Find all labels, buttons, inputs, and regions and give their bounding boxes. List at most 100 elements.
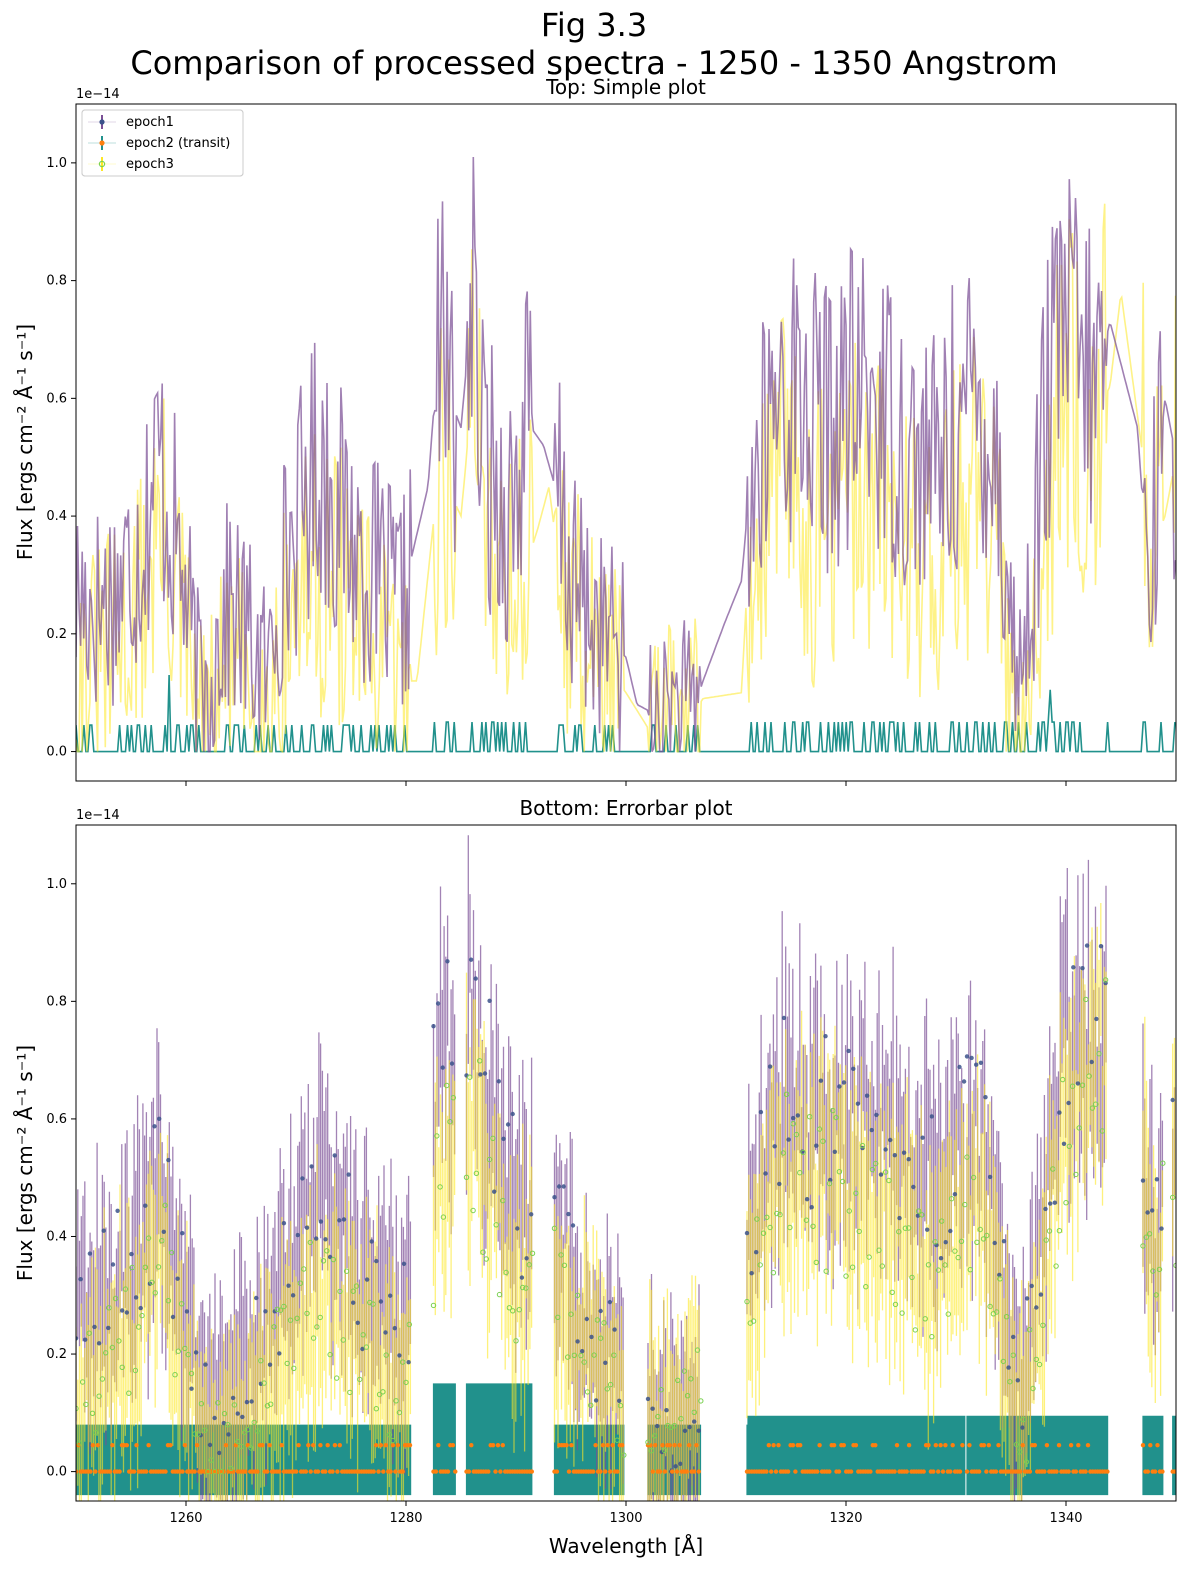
bottom-series-epoch1-markers-point-192: [1075, 1081, 1081, 1086]
bottom-series-epoch2-markers-point-18: [117, 1469, 122, 1474]
bottom-series-epoch1-markers-point-97: [570, 1223, 576, 1228]
bottom-series-epoch2-markers-point-200: [608, 1469, 613, 1474]
bottom-series-epoch3-markers-point-52: [244, 1427, 251, 1433]
bottom-series-epoch1-markers-point-96: [566, 1211, 571, 1217]
bottom-series-epoch2-markers-point-222: [684, 1469, 689, 1474]
bottom-series-epoch3-markers-point-285: [1160, 1160, 1166, 1166]
bottom-series-epoch3-markers-point-275: [1093, 1101, 1099, 1107]
top-series-epoch1-line: [76, 156, 1176, 753]
bottom-series-epoch2-markers-point-306: [933, 1443, 938, 1448]
bottom-y-offset-label: 1e−14: [76, 808, 120, 823]
bottom-series-epoch1-markers-point-165: [952, 1192, 958, 1197]
bottom-series-epoch3-markers-point-37: [195, 1431, 201, 1437]
bottom-series-epoch1-markers-point-125: [767, 1064, 773, 1069]
bottom-series-epoch3-markers-point-252: [1017, 1449, 1023, 1455]
bottom-series-epoch3-markers-point-66: [291, 1365, 297, 1372]
bottom-series-epoch1-markers-point-131: [795, 1113, 800, 1118]
bottom-series-epoch2-markers-point-151: [469, 1443, 474, 1448]
bottom-series-epoch2-markers-point-385: [1160, 1469, 1165, 1474]
bottom-series-epoch3-markers-point-55: [254, 1428, 261, 1434]
bottom-plot-frame: [75, 824, 1177, 1502]
bottom-series-epoch1-markers-point-175: [997, 1272, 1002, 1278]
bottom-series-epoch3-markers-point-86: [357, 1376, 363, 1383]
bottom-series-epoch3-markers-point-193: [823, 1268, 829, 1274]
bottom-series-epoch2-markers-point-183: [566, 1469, 572, 1474]
bottom-series-epoch1-markers-point-17: [152, 1124, 157, 1129]
top-ytick-label-0: 0.0: [46, 745, 67, 760]
bottom-xtick-label-4: 1340: [1049, 1511, 1082, 1526]
bottom-series-epoch3-markers-point-14: [119, 1364, 125, 1371]
bottom-series-epoch3-markers-point-7: [96, 1393, 102, 1399]
bottom-series-epoch2-markers-point-294: [904, 1469, 909, 1474]
bottom-series-epoch1-markers-point-91: [524, 1256, 529, 1261]
bottom-series-epoch3-markers-point-210: [879, 1263, 885, 1269]
bottom-series-epoch3-markers-point-104: [437, 1184, 443, 1190]
figure-title-line1: Fig 3.3: [541, 6, 647, 44]
bottom-ytick-label-0: 0.0: [46, 1465, 67, 1480]
bottom-series-epoch1-markers-point-19: [161, 1229, 166, 1235]
bottom-series-epoch3-markers-point-261: [1046, 1228, 1053, 1234]
bottom-series-epoch3-markers-point-132: [558, 1252, 564, 1258]
bottom-series-epoch1-markers-point-82: [482, 1071, 488, 1076]
bottom-series-epoch1-markers-point-195: [1089, 1059, 1094, 1065]
bottom-series-epoch2-markers-point-194: [593, 1443, 598, 1448]
bottom-series-epoch3-markers-point-111: [470, 1207, 476, 1214]
bottom-series-epoch3-markers-point-109: [463, 1174, 470, 1181]
bottom-series-epoch2-markers-point-107: [332, 1443, 338, 1448]
bottom-series-epoch3-markers-point-99: [400, 1359, 406, 1365]
bottom-series-epoch2-markers-point-248: [793, 1469, 798, 1474]
bottom-plot-area: [76, 835, 1176, 1501]
bottom-series-epoch2-markers-point-21: [124, 1443, 129, 1448]
bottom-series-epoch1-markers-point-147: [869, 1127, 874, 1133]
bottom-series-epoch3-markers-point-4: [86, 1330, 92, 1336]
bottom-series-epoch1-markers-point-164: [948, 1228, 953, 1234]
bottom-series-epoch1-markers-point-171: [978, 1060, 984, 1066]
bottom-series-epoch2-markers-point-133: [395, 1443, 401, 1448]
bottom-series-epoch2-markers-point-377: [1140, 1443, 1146, 1448]
bottom-series-epoch1-markers-point-53: [318, 1219, 324, 1224]
bottom-series-epoch3-markers-point-16: [126, 1390, 132, 1396]
bottom-series-epoch3-markers-point-100: [403, 1379, 409, 1386]
bottom-series-epoch3-markers-point-178: [774, 1210, 780, 1217]
bottom-series-epoch3-markers-point-123: [510, 1308, 516, 1314]
top-ytick-label-3: 0.6: [46, 391, 67, 406]
bottom-series-epoch3-markers-point-177: [770, 1270, 777, 1276]
bottom-series-epoch2-markers-point-331: [996, 1443, 1001, 1448]
bottom-series-epoch2-markers-point-196: [598, 1469, 603, 1474]
bottom-series-epoch3-markers-point-247: [1000, 1358, 1006, 1365]
bottom-series-epoch3-markers-point-172: [754, 1216, 760, 1222]
bottom-legend-label-0: epoch1: [126, 115, 174, 130]
bottom-series-epoch3-markers-point-63: [281, 1303, 287, 1310]
bottom-series-epoch1-markers-point-122: [754, 1250, 759, 1255]
bottom-series-epoch3-markers-point-147: [607, 1381, 614, 1388]
bottom-series-epoch3-errorbars: [76, 903, 1176, 1501]
bottom-series-epoch3-markers-point-183: [790, 1121, 796, 1127]
bottom-series-epoch3-markers-point-31: [175, 1348, 182, 1354]
bottom-series-epoch2-markers-point-211: [657, 1469, 663, 1474]
bottom-series-epoch3-markers-point-34: [185, 1351, 191, 1358]
bottom-series-epoch3-markers-point-124: [513, 1338, 519, 1344]
bottom-series-epoch1-markers-point-24: [184, 1309, 190, 1314]
bottom-series-epoch2-markers-point-80: [267, 1443, 272, 1448]
bottom-series-epoch3-markers-point-5: [89, 1410, 96, 1417]
bottom-series-epoch2-markers-point-158: [486, 1469, 491, 1474]
bottom-series-epoch1-markers-point-93: [552, 1195, 557, 1200]
bottom-y-axis-label: Flux [ergs cm⁻² Å⁻¹ s⁻¹]: [13, 1045, 37, 1281]
bottom-series-epoch2-markers-point-208: [650, 1469, 655, 1474]
bottom-series-epoch1-markers-point-151: [888, 1137, 893, 1143]
bottom-series-epoch3-markers-point-26: [159, 1238, 165, 1244]
bottom-series-epoch2-markers-point-351: [1044, 1443, 1050, 1448]
bottom-series-epoch3-markers-point-229: [942, 1262, 948, 1268]
bottom-series-epoch2-markers-point-25: [134, 1443, 139, 1448]
bottom-series-epoch3-markers-point-30: [172, 1372, 178, 1378]
bottom-ytick-label-2: 0.4: [46, 1229, 67, 1244]
bottom-series-epoch2-markers-point-130: [388, 1469, 393, 1474]
bottom-series-epoch2-markers-point-9: [95, 1443, 101, 1448]
bottom-series-epoch3-markers-point-57: [261, 1380, 267, 1386]
bottom-series-epoch1-markers-point-177: [1006, 1365, 1011, 1370]
bottom-series-epoch2-markers-point-100: [315, 1469, 321, 1474]
bottom-series-epoch3-markers-point-116: [486, 1156, 493, 1163]
x-axis-label: Wavelength [Å]: [549, 1534, 703, 1558]
bottom-series-epoch1-markers-point-204: [1170, 1097, 1175, 1103]
bottom-series-epoch1-markers-point-187: [1052, 1200, 1058, 1205]
